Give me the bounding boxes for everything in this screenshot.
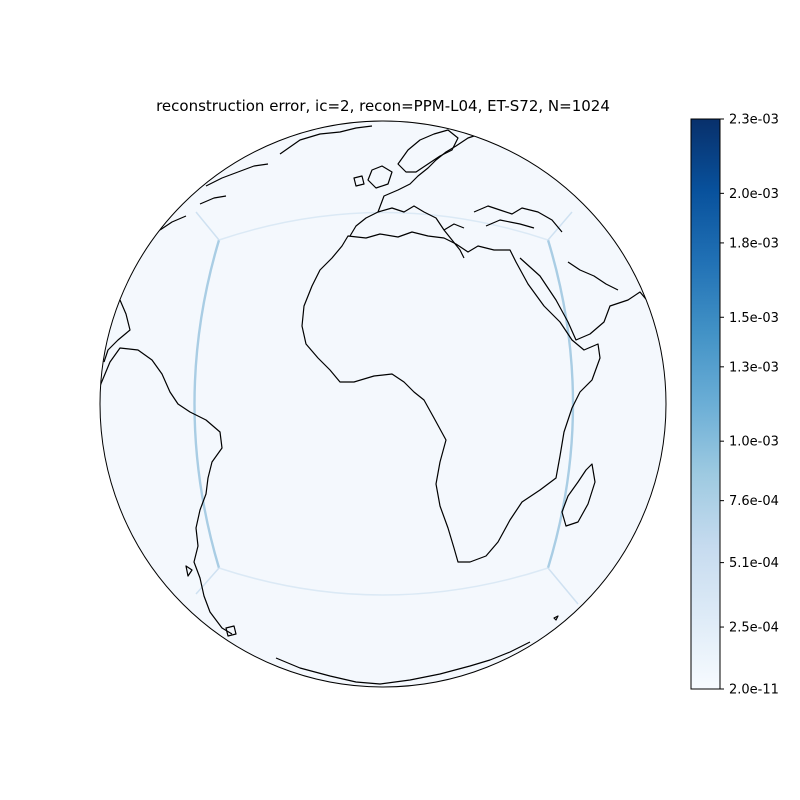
colorbar-tick-label: 1.8e-03 — [729, 236, 779, 251]
coastline-antarctica — [275, 641, 531, 685]
colorbar-tick-label: 2.0e-03 — [729, 187, 779, 202]
panel-edge-top-arc — [218, 211, 549, 241]
coastline-scandinavia — [397, 129, 459, 173]
colorbar-tick-label: 1.3e-03 — [729, 360, 779, 375]
map-title: reconstruction error, ic=2, recon=PPM-L0… — [156, 97, 610, 115]
colorbar-tick-label: 2.0e-11 — [729, 683, 779, 698]
coastline-madagascar — [561, 463, 596, 527]
colorbar-tick-label: 7.6e-04 — [729, 494, 779, 509]
colorbar-tick-label: 2.3e-03 — [729, 113, 779, 128]
coastlines — [100, 125, 666, 685]
panel-edge-left-meridian — [193, 239, 221, 569]
colorbar-ticks: 2.3e-03 2.0e-03 1.8e-03 1.5e-03 1.3e-03 1.0e-… — [720, 113, 779, 698]
panel-edge-right-meridian — [546, 239, 575, 569]
colorbar-tick-label: 1.5e-03 — [729, 311, 779, 326]
coastline-north — [159, 125, 373, 231]
panel-edge-corner-ne — [547, 211, 573, 241]
panel-edge-bottom-arc — [218, 567, 549, 596]
globe-outline — [99, 120, 667, 688]
coastline-islands — [185, 565, 559, 637]
globe — [99, 120, 667, 688]
colorbar: 2.3e-03 2.0e-03 1.8e-03 1.5e-03 1.3e-03 1.0e-… — [690, 113, 779, 698]
colorbar-tick-label: 2.5e-04 — [729, 621, 779, 636]
panel-edges — [193, 211, 579, 605]
coastline-africa — [301, 231, 601, 563]
colorbar-tick-label: 1.0e-03 — [729, 435, 779, 450]
panel-edge-corner-nw — [195, 211, 220, 241]
colorbar-gradient — [690, 118, 721, 690]
panel-edge-corner-se — [547, 567, 579, 605]
coastline-britain — [353, 165, 393, 189]
globe-disc — [100, 121, 666, 687]
panel-edge-corner-sw — [195, 567, 220, 595]
colorbar-tick-label: 5.1e-04 — [729, 556, 779, 571]
